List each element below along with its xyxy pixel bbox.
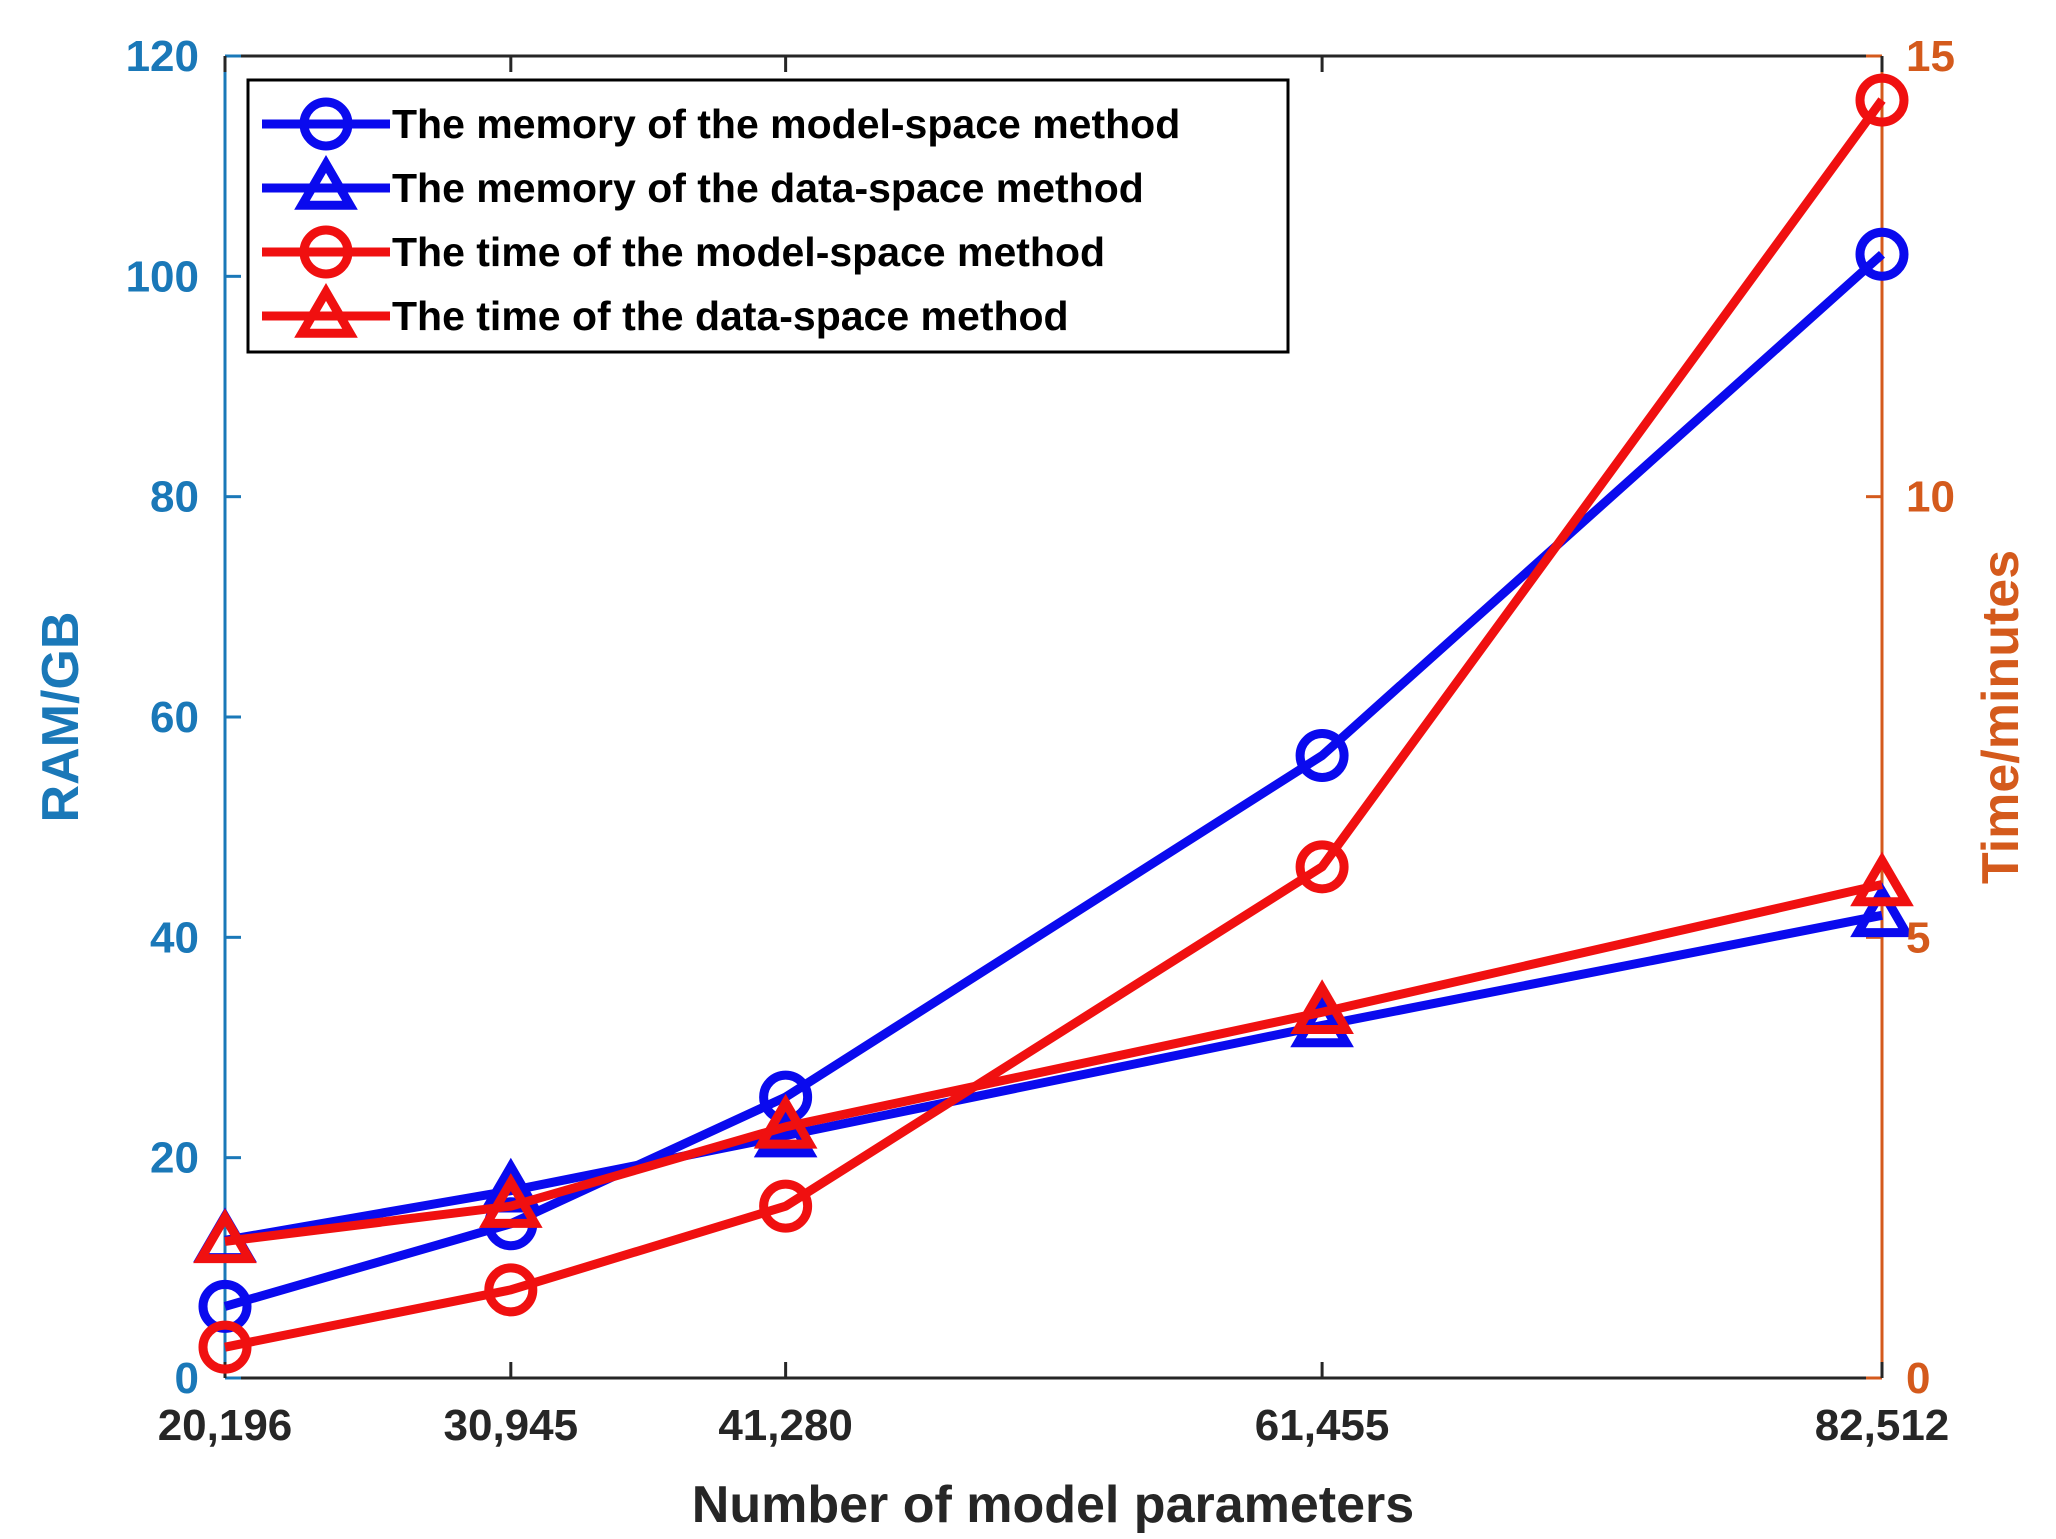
left-y-axis-label: RAM/GB xyxy=(32,612,90,823)
x-axis-label: Number of model parameters xyxy=(692,1476,1414,1534)
legend-entry: The memory of the model-space method xyxy=(262,97,1180,151)
right-y-tick-label: 10 xyxy=(1906,473,1955,522)
left-y-tick-label: 20 xyxy=(150,1134,199,1183)
right-y-tick-label: 5 xyxy=(1906,913,1930,962)
left-y-tick-label: 60 xyxy=(150,693,199,742)
left-y-tick-label: 0 xyxy=(175,1354,199,1403)
left-y-tick-label: 120 xyxy=(126,32,199,81)
series-layer xyxy=(193,73,1914,1374)
data-point-marker xyxy=(1855,227,1909,281)
data-point-marker xyxy=(193,1208,257,1264)
left-y-tick-label: 100 xyxy=(126,252,199,301)
series-3 xyxy=(198,73,1909,1374)
data-point-marker xyxy=(1290,979,1354,1035)
x-tick-label: 30,945 xyxy=(444,1401,579,1450)
x-tick-label: 20,196 xyxy=(158,1401,293,1450)
right-y-tick-label: 0 xyxy=(1906,1354,1930,1403)
legend-label: The memory of the model-space method xyxy=(392,101,1180,147)
data-point-marker xyxy=(484,1263,538,1317)
tick-labels: 0 20 40 60 80 100 120 0 5 10 15 20,196 30,945 41,280 6… xyxy=(126,32,1955,1450)
x-tick-label: 61,455 xyxy=(1255,1401,1390,1450)
x-tick-label: 41,280 xyxy=(718,1401,853,1450)
legend-swatch-marker xyxy=(294,155,358,210)
right-y-tick-label: 15 xyxy=(1906,32,1955,81)
data-point-marker xyxy=(478,1173,543,1228)
legend: The memory of the model-space method The … xyxy=(246,78,1290,354)
data-point-marker xyxy=(1855,73,1909,127)
left-y-tick-label: 80 xyxy=(150,473,199,522)
legend-swatch-marker xyxy=(299,225,353,279)
legend-box xyxy=(246,78,1290,354)
legend-label: The time of the data-space method xyxy=(392,293,1069,339)
data-point-marker xyxy=(1850,882,1914,938)
series-line xyxy=(224,910,1883,1245)
data-point-marker xyxy=(198,1320,252,1374)
data-point-marker xyxy=(759,1179,813,1233)
legend-entry: The time of the data-space method xyxy=(262,283,1069,339)
data-point-marker xyxy=(1295,729,1349,783)
legend-label: The memory of the data-space method xyxy=(392,165,1144,211)
data-point-marker xyxy=(1290,992,1354,1048)
legend-swatch-marker xyxy=(294,283,358,338)
legend-entry: The time of the model-space method xyxy=(262,225,1105,279)
series-4 xyxy=(193,851,1914,1264)
data-point-marker xyxy=(1295,840,1349,894)
data-point-marker xyxy=(753,1093,818,1149)
legend-label: The time of the model-space method xyxy=(392,229,1105,275)
legend-swatch-marker xyxy=(299,97,353,151)
x-tick-label: 82,512 xyxy=(1815,1401,1950,1450)
series-line xyxy=(224,880,1884,1246)
series-line xyxy=(224,97,1886,1352)
right-y-axis-label: Time/minutes xyxy=(1972,550,2030,884)
left-y-tick-label: 40 xyxy=(150,913,199,962)
data-point-marker xyxy=(1850,851,1914,907)
legend-entry: The memory of the data-space method xyxy=(262,155,1144,211)
